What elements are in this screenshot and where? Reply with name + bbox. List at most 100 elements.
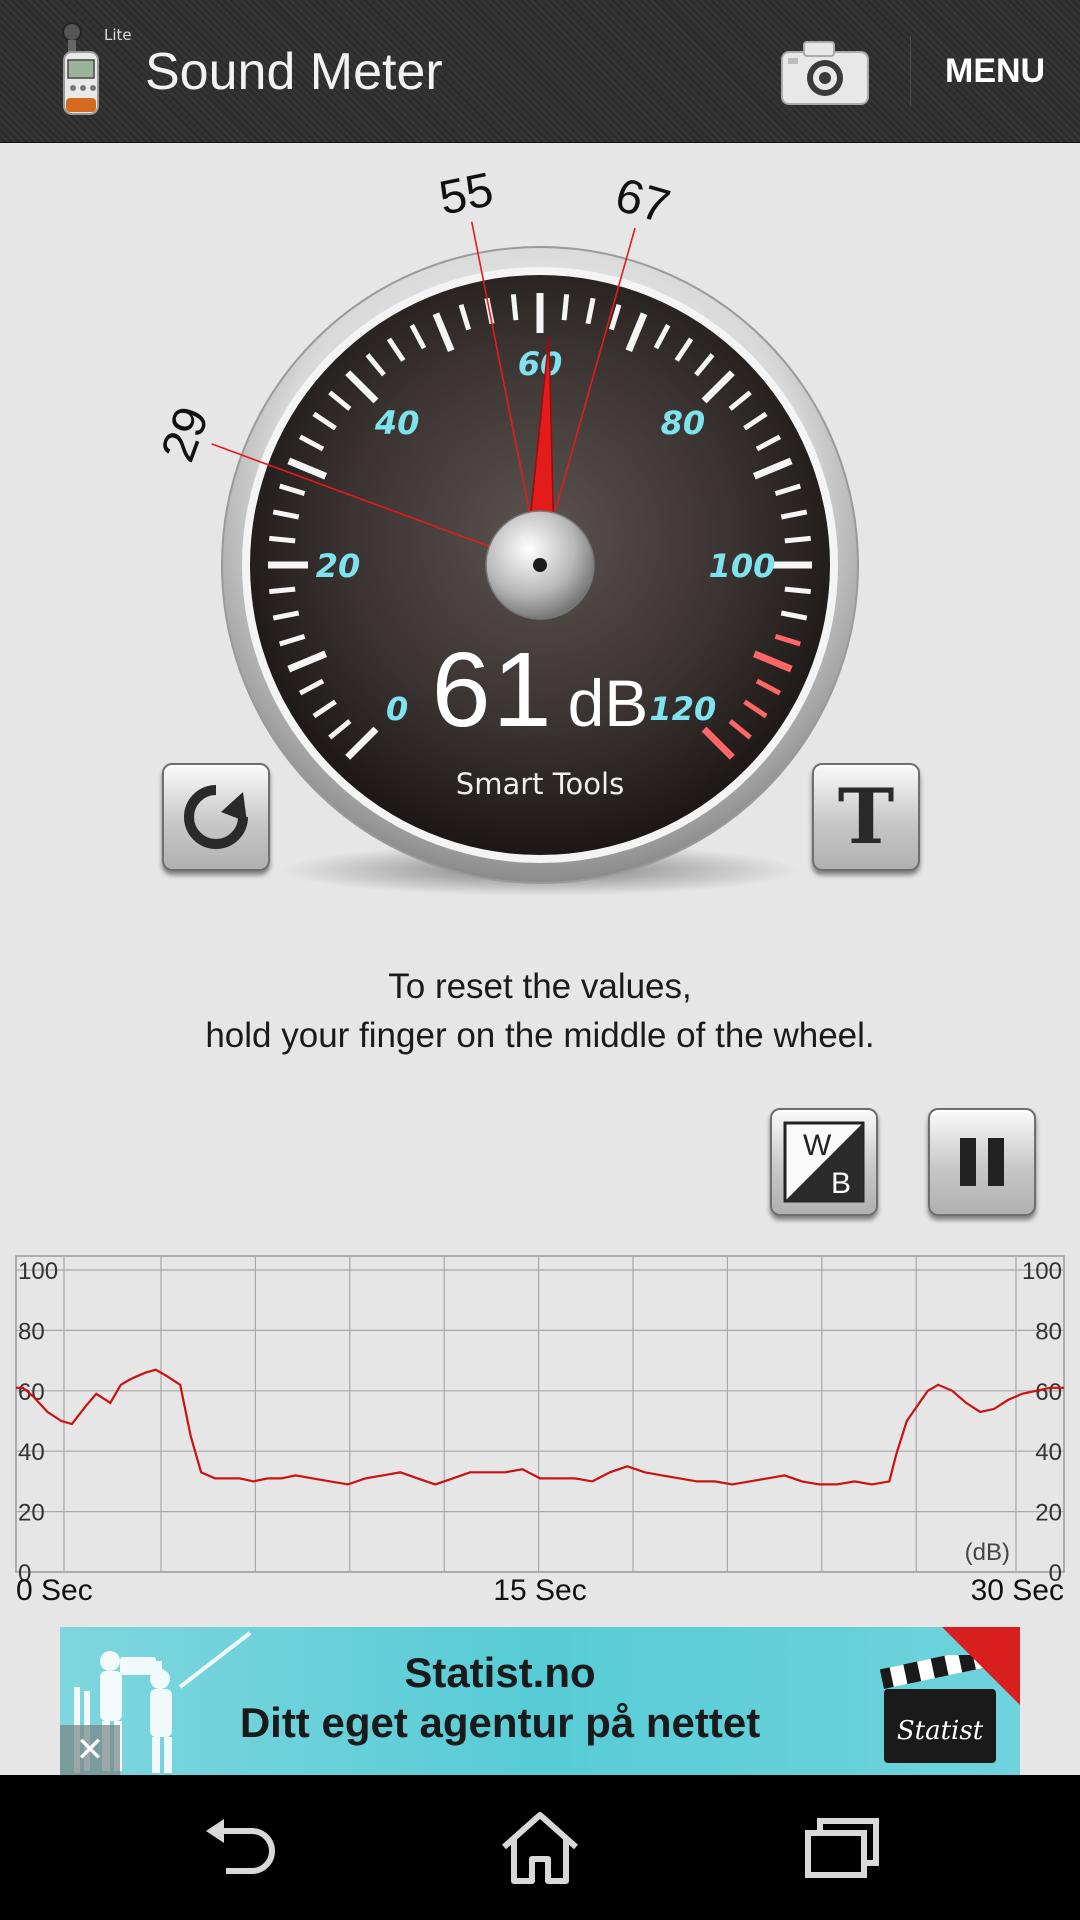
gauge-tick xyxy=(409,323,427,350)
pause-icon xyxy=(960,1138,1004,1186)
recents-icon[interactable] xyxy=(790,1807,890,1887)
gauge-tick xyxy=(585,297,596,325)
ad-corner-badge xyxy=(942,1627,1020,1705)
y-tick-label-right: 0 xyxy=(1049,1560,1062,1587)
text-mode-button[interactable]: T xyxy=(812,763,920,871)
gauge-tick xyxy=(743,699,768,719)
sound-gauge[interactable]: 0 20 40 60 80 100 120 29 55 67 61 dB Smart Tools xyxy=(120,160,960,920)
gauge-tick xyxy=(278,634,306,647)
x-axis-label: 0 Sec xyxy=(16,1574,93,1607)
gauge-tick xyxy=(753,457,793,480)
gauge-tick xyxy=(272,509,300,520)
gauge-tick xyxy=(784,535,811,544)
gauge-tick xyxy=(728,719,752,740)
unit-label: (dB) xyxy=(965,1539,1010,1566)
y-tick-label-left: 100 xyxy=(18,1258,58,1285)
x-axis-label: 15 Sec xyxy=(493,1574,586,1607)
gauge-scale-label: 120 xyxy=(649,690,716,728)
gauge-tick xyxy=(701,370,735,404)
chart-frame xyxy=(15,1255,1065,1573)
hint-line1: To reset the values, xyxy=(388,967,692,1006)
back-icon[interactable] xyxy=(190,1807,290,1887)
reset-button[interactable] xyxy=(162,763,270,871)
gauge-scale-label: 40 xyxy=(374,404,420,442)
wb-bottom-label: B xyxy=(831,1167,851,1200)
y-tick-label-left: 0 xyxy=(18,1560,31,1587)
gauge-tick xyxy=(278,483,306,496)
app-title: Sound Meter xyxy=(145,43,443,101)
pause-button[interactable] xyxy=(928,1108,1036,1216)
close-icon[interactable]: ✕ xyxy=(60,1725,120,1775)
gauge-tick xyxy=(755,434,782,452)
x-axis-label: 30 Sec xyxy=(971,1574,1064,1607)
chart-grid xyxy=(16,1256,1064,1572)
brand-label: Smart Tools xyxy=(455,767,625,801)
min-marker-line xyxy=(211,443,494,549)
y-tick-label-right: 40 xyxy=(1035,1439,1062,1466)
reading-display: 61 dB xyxy=(120,630,960,751)
actionbar-divider xyxy=(910,36,911,106)
white-black-icon: W B xyxy=(783,1121,865,1203)
history-chart-svg: 0 0 20 20 40 40 60 60 80 80 100 100 (dB) 0 Sec 15 Sec 3… xyxy=(15,1255,1065,1607)
gauge-tick xyxy=(784,586,811,595)
gauge-tick xyxy=(755,678,782,696)
y-tick-label-left: 40 xyxy=(18,1439,45,1466)
sound-meter-app-icon[interactable] xyxy=(58,22,112,122)
max-marker-line xyxy=(552,227,636,518)
hint-line2: hold your finger on the middle of the wh… xyxy=(205,1016,875,1055)
gauge-tick xyxy=(328,719,352,740)
gauge-scale-label: 0 xyxy=(386,690,408,728)
gauge-tick xyxy=(287,650,327,673)
gauge-dial: 0 20 40 60 80 100 120 29 55 67 xyxy=(151,163,859,896)
gauge-tick xyxy=(269,586,296,595)
action-bar: Lite Sound Meter MENU xyxy=(0,0,1080,143)
menu-button[interactable]: MENU xyxy=(945,52,1046,90)
gauge-tick xyxy=(345,370,379,404)
gauge-tick xyxy=(753,650,793,673)
gauge-tick xyxy=(432,312,455,352)
max-marker-label: 67 xyxy=(610,169,676,235)
gauge-tick xyxy=(269,535,296,544)
gauge-tick xyxy=(701,726,735,760)
gauge-tick xyxy=(728,390,752,411)
gauge-tick xyxy=(694,353,715,377)
gauge-scale-label: 20 xyxy=(316,547,361,585)
gauge-tick xyxy=(312,699,337,719)
gauge-tick xyxy=(298,678,325,696)
gauge-tick xyxy=(328,390,352,411)
text-mode-label: T xyxy=(837,772,895,861)
avg-marker-label: 55 xyxy=(435,163,498,225)
gauge-tick xyxy=(774,634,802,647)
gauge-tick xyxy=(312,411,337,431)
reset-hint: To reset the values, hold your finger on… xyxy=(0,962,1080,1060)
gauge-tick xyxy=(298,434,325,452)
gauge-tick xyxy=(674,337,694,362)
y-tick-label-right: 60 xyxy=(1035,1379,1062,1406)
gauge-tick xyxy=(386,337,406,362)
gauge-tick xyxy=(510,294,519,321)
gauge-scale-label: 80 xyxy=(661,404,706,442)
ad-headline: Statist.no xyxy=(404,1649,596,1696)
gauge-tick xyxy=(743,411,768,431)
gauge-tick xyxy=(609,303,622,331)
y-tick-label-left: 20 xyxy=(18,1500,45,1527)
y-tick-label-right: 80 xyxy=(1035,1318,1062,1345)
wb-top-label: W xyxy=(803,1129,832,1162)
y-tick-label-right: 20 xyxy=(1035,1500,1062,1527)
y-tick-label-left: 80 xyxy=(18,1318,45,1345)
clapper-text: Statist xyxy=(897,1716,984,1746)
gauge-tick xyxy=(365,353,386,377)
white-black-toggle-button[interactable]: W B xyxy=(770,1108,878,1216)
gauge-tick xyxy=(625,312,648,352)
ad-banner[interactable]: Statist.no Ditt eget agentur på nettet S… xyxy=(60,1627,1020,1775)
refresh-icon xyxy=(184,785,248,849)
gauge-scale-label: 60 xyxy=(518,345,563,383)
history-chart: 0 0 20 20 40 40 60 60 80 80 100 100 (dB) 0 Sec 15 Sec 3… xyxy=(0,1250,1080,1612)
gauge-tick xyxy=(287,457,327,480)
home-icon[interactable] xyxy=(490,1807,590,1887)
gauge-scale-label: 100 xyxy=(709,547,776,585)
y-tick-label-right: 100 xyxy=(1022,1258,1062,1285)
camera-icon[interactable] xyxy=(780,38,870,108)
gauge-tick xyxy=(774,483,802,496)
gauge-tick xyxy=(780,509,808,520)
